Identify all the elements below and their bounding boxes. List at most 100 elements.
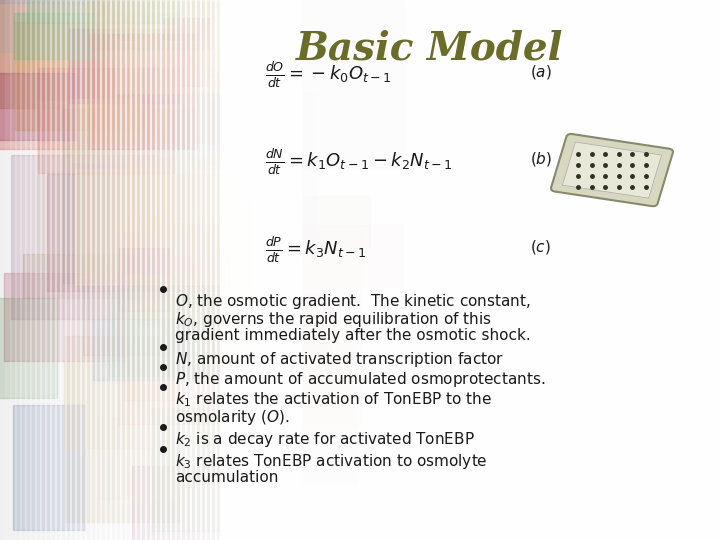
FancyBboxPatch shape: [551, 134, 673, 206]
Bar: [27, 0, 181, 23]
Bar: [290, 0, 296, 540]
Bar: [163, 18, 210, 86]
Bar: [215, 196, 369, 248]
Bar: [155, 0, 161, 540]
Bar: [63, 109, 193, 283]
Bar: [55, 0, 61, 540]
Bar: [0, 0, 132, 107]
Bar: [118, 232, 361, 424]
Bar: [150, 0, 156, 540]
Bar: [135, 0, 256, 65]
Bar: [200, 0, 206, 540]
Bar: [129, 217, 267, 256]
Bar: [69, 29, 181, 103]
Bar: [125, 275, 182, 400]
Bar: [182, 225, 402, 286]
Bar: [250, 0, 256, 540]
Bar: [205, 0, 211, 540]
Bar: [85, 0, 223, 143]
Bar: [100, 0, 106, 540]
Bar: [175, 0, 181, 540]
Bar: [63, 359, 172, 448]
Text: $k_1$ relates the activation of TonEBP to the: $k_1$ relates the activation of TonEBP t…: [175, 390, 492, 409]
Bar: [209, 75, 279, 164]
Bar: [192, 0, 404, 168]
Bar: [60, 0, 66, 540]
Bar: [80, 0, 86, 540]
Bar: [25, 0, 31, 540]
Bar: [120, 248, 169, 311]
Bar: [173, 151, 228, 222]
Bar: [105, 0, 111, 540]
Bar: [75, 168, 246, 285]
Bar: [0, 0, 153, 148]
Bar: [70, 0, 76, 540]
Bar: [99, 12, 138, 129]
Bar: [110, 0, 116, 540]
Bar: [185, 0, 191, 540]
Text: $N$, amount of activated transcription factor: $N$, amount of activated transcription f…: [175, 350, 504, 369]
Bar: [125, 0, 131, 540]
Bar: [255, 0, 261, 540]
Bar: [145, 0, 151, 540]
Bar: [195, 0, 201, 540]
Bar: [93, 319, 195, 380]
Bar: [169, 92, 317, 257]
Bar: [23, 254, 260, 298]
Bar: [0, 0, 6, 540]
Bar: [151, 408, 261, 531]
Bar: [89, 33, 197, 149]
Bar: [84, 256, 268, 355]
Bar: [235, 0, 241, 540]
Text: $\frac{dO}{dt} = -k_0 O_{t-1}$: $\frac{dO}{dt} = -k_0 O_{t-1}$: [265, 60, 392, 90]
Bar: [285, 0, 291, 540]
Bar: [40, 0, 46, 540]
Bar: [15, 0, 21, 540]
Bar: [65, 0, 71, 540]
Text: $k_2$ is a decay rate for activated TonEBP: $k_2$ is a decay rate for activated TonE…: [175, 430, 474, 449]
Bar: [35, 0, 41, 540]
Text: accumulation: accumulation: [175, 470, 279, 485]
Bar: [5, 0, 11, 540]
Bar: [13, 405, 85, 530]
Bar: [225, 0, 231, 540]
Bar: [165, 0, 171, 540]
Bar: [240, 0, 246, 540]
Bar: [180, 0, 186, 540]
Bar: [177, 305, 309, 341]
Bar: [210, 0, 216, 540]
Bar: [37, 102, 226, 270]
Text: $(c)$: $(c)$: [530, 238, 551, 256]
Text: $O$, the osmotic gradient.  The kinetic constant,: $O$, the osmotic gradient. The kinetic c…: [175, 292, 531, 311]
Bar: [109, 286, 252, 376]
Bar: [230, 0, 236, 540]
Bar: [66, 336, 180, 522]
Text: $(b)$: $(b)$: [530, 150, 552, 168]
Bar: [4, 273, 126, 361]
Bar: [120, 0, 126, 540]
Bar: [260, 0, 266, 540]
Bar: [275, 0, 281, 540]
Bar: [270, 0, 276, 540]
Bar: [50, 0, 56, 540]
Bar: [280, 0, 286, 540]
Bar: [70, 99, 132, 161]
Bar: [117, 41, 241, 92]
Bar: [135, 0, 141, 540]
Bar: [215, 0, 221, 540]
Bar: [30, 0, 36, 540]
Bar: [15, 22, 156, 130]
Text: Basic Model: Basic Model: [297, 30, 564, 68]
Bar: [20, 0, 26, 540]
Bar: [45, 0, 51, 540]
Bar: [12, 156, 156, 319]
Bar: [220, 0, 226, 540]
Bar: [220, 0, 720, 540]
Bar: [14, 14, 180, 59]
Bar: [190, 0, 196, 540]
Bar: [295, 0, 301, 540]
Bar: [85, 0, 91, 540]
Bar: [197, 323, 356, 483]
Text: $\frac{dN}{dt} = k_1 O_{t-1} - k_2 N_{t-1}$: $\frac{dN}{dt} = k_1 O_{t-1} - k_2 N_{t-…: [265, 147, 453, 177]
Bar: [0, 0, 101, 3]
